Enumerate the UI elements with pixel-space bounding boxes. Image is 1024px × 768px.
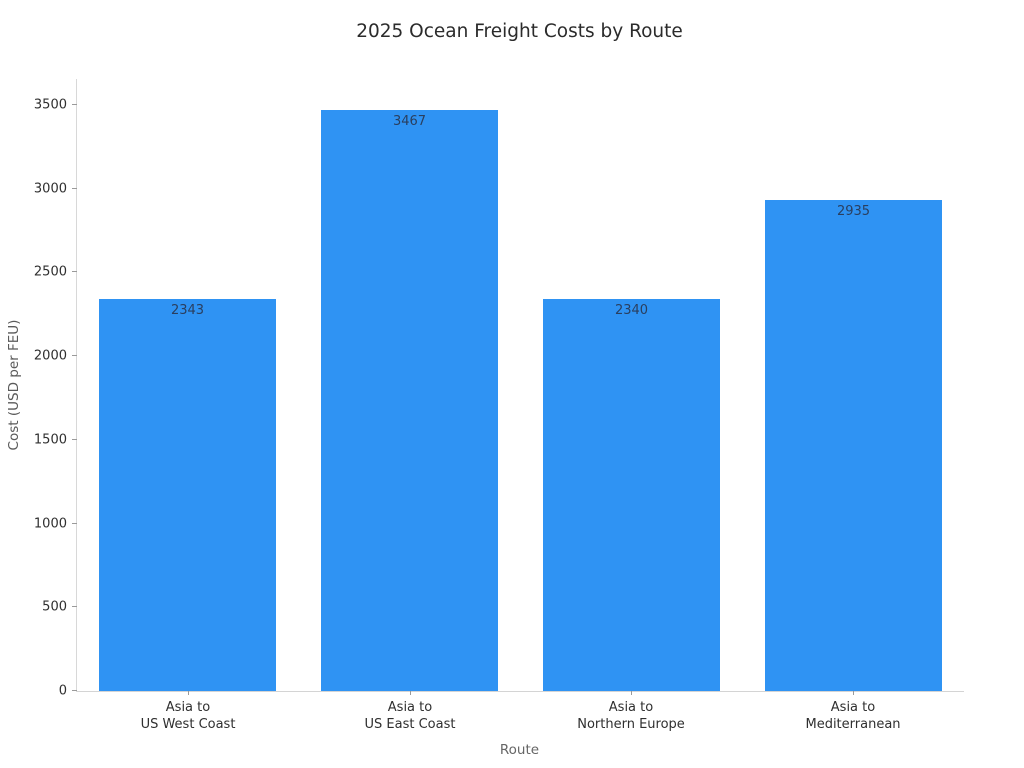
bar-value-label: 2343 bbox=[170, 303, 205, 318]
y-axis-title: Cost (USD per FEU) bbox=[6, 319, 22, 451]
x-tick-label: Asia to Northern Europe bbox=[577, 700, 685, 732]
bar: 2935 bbox=[765, 200, 942, 691]
y-tick-mark bbox=[72, 187, 77, 189]
x-tick-mark bbox=[410, 691, 411, 695]
bar-value-label: 2935 bbox=[836, 204, 871, 219]
x-axis-title: Route bbox=[499, 742, 540, 758]
y-tick-label: 1500 bbox=[33, 432, 67, 448]
y-tick-mark bbox=[72, 103, 77, 105]
y-tick-label: 2000 bbox=[33, 348, 67, 364]
bar-value-label: 2340 bbox=[614, 303, 649, 318]
y-tick-label: 0 bbox=[58, 683, 67, 699]
y-tick-mark bbox=[72, 271, 77, 273]
bar: 2340 bbox=[543, 299, 720, 691]
y-tick-label: 3500 bbox=[33, 97, 67, 113]
y-tick-mark bbox=[72, 522, 77, 524]
x-tick-mark bbox=[853, 691, 854, 695]
y-tick-mark bbox=[72, 606, 77, 608]
plot-area: 0 500 1000 1500 2000 2500 3000 3500 2343 Asia to … bbox=[34, 79, 964, 732]
bar: 2343 bbox=[99, 299, 276, 691]
y-tick-mark bbox=[72, 355, 77, 357]
chart-title: 2025 Ocean Freight Costs by Route bbox=[356, 21, 683, 42]
bar: 3467 bbox=[321, 110, 498, 691]
y-tick-label: 1000 bbox=[33, 516, 67, 532]
x-tick-mark bbox=[188, 691, 189, 695]
x-tick-label: Asia to US East Coast bbox=[364, 700, 456, 732]
y-tick-mark bbox=[72, 438, 77, 440]
y-tick-label: 3000 bbox=[33, 181, 67, 197]
y-tick-label: 500 bbox=[42, 599, 67, 615]
x-tick-mark bbox=[631, 691, 632, 695]
x-tick-label: Asia to US West Coast bbox=[140, 700, 236, 732]
bar-value-label: 3467 bbox=[392, 114, 427, 129]
y-tick-mark bbox=[72, 690, 77, 691]
y-tick-label: 2500 bbox=[33, 264, 67, 280]
x-tick-label: Asia to Mediterranean bbox=[805, 700, 901, 732]
